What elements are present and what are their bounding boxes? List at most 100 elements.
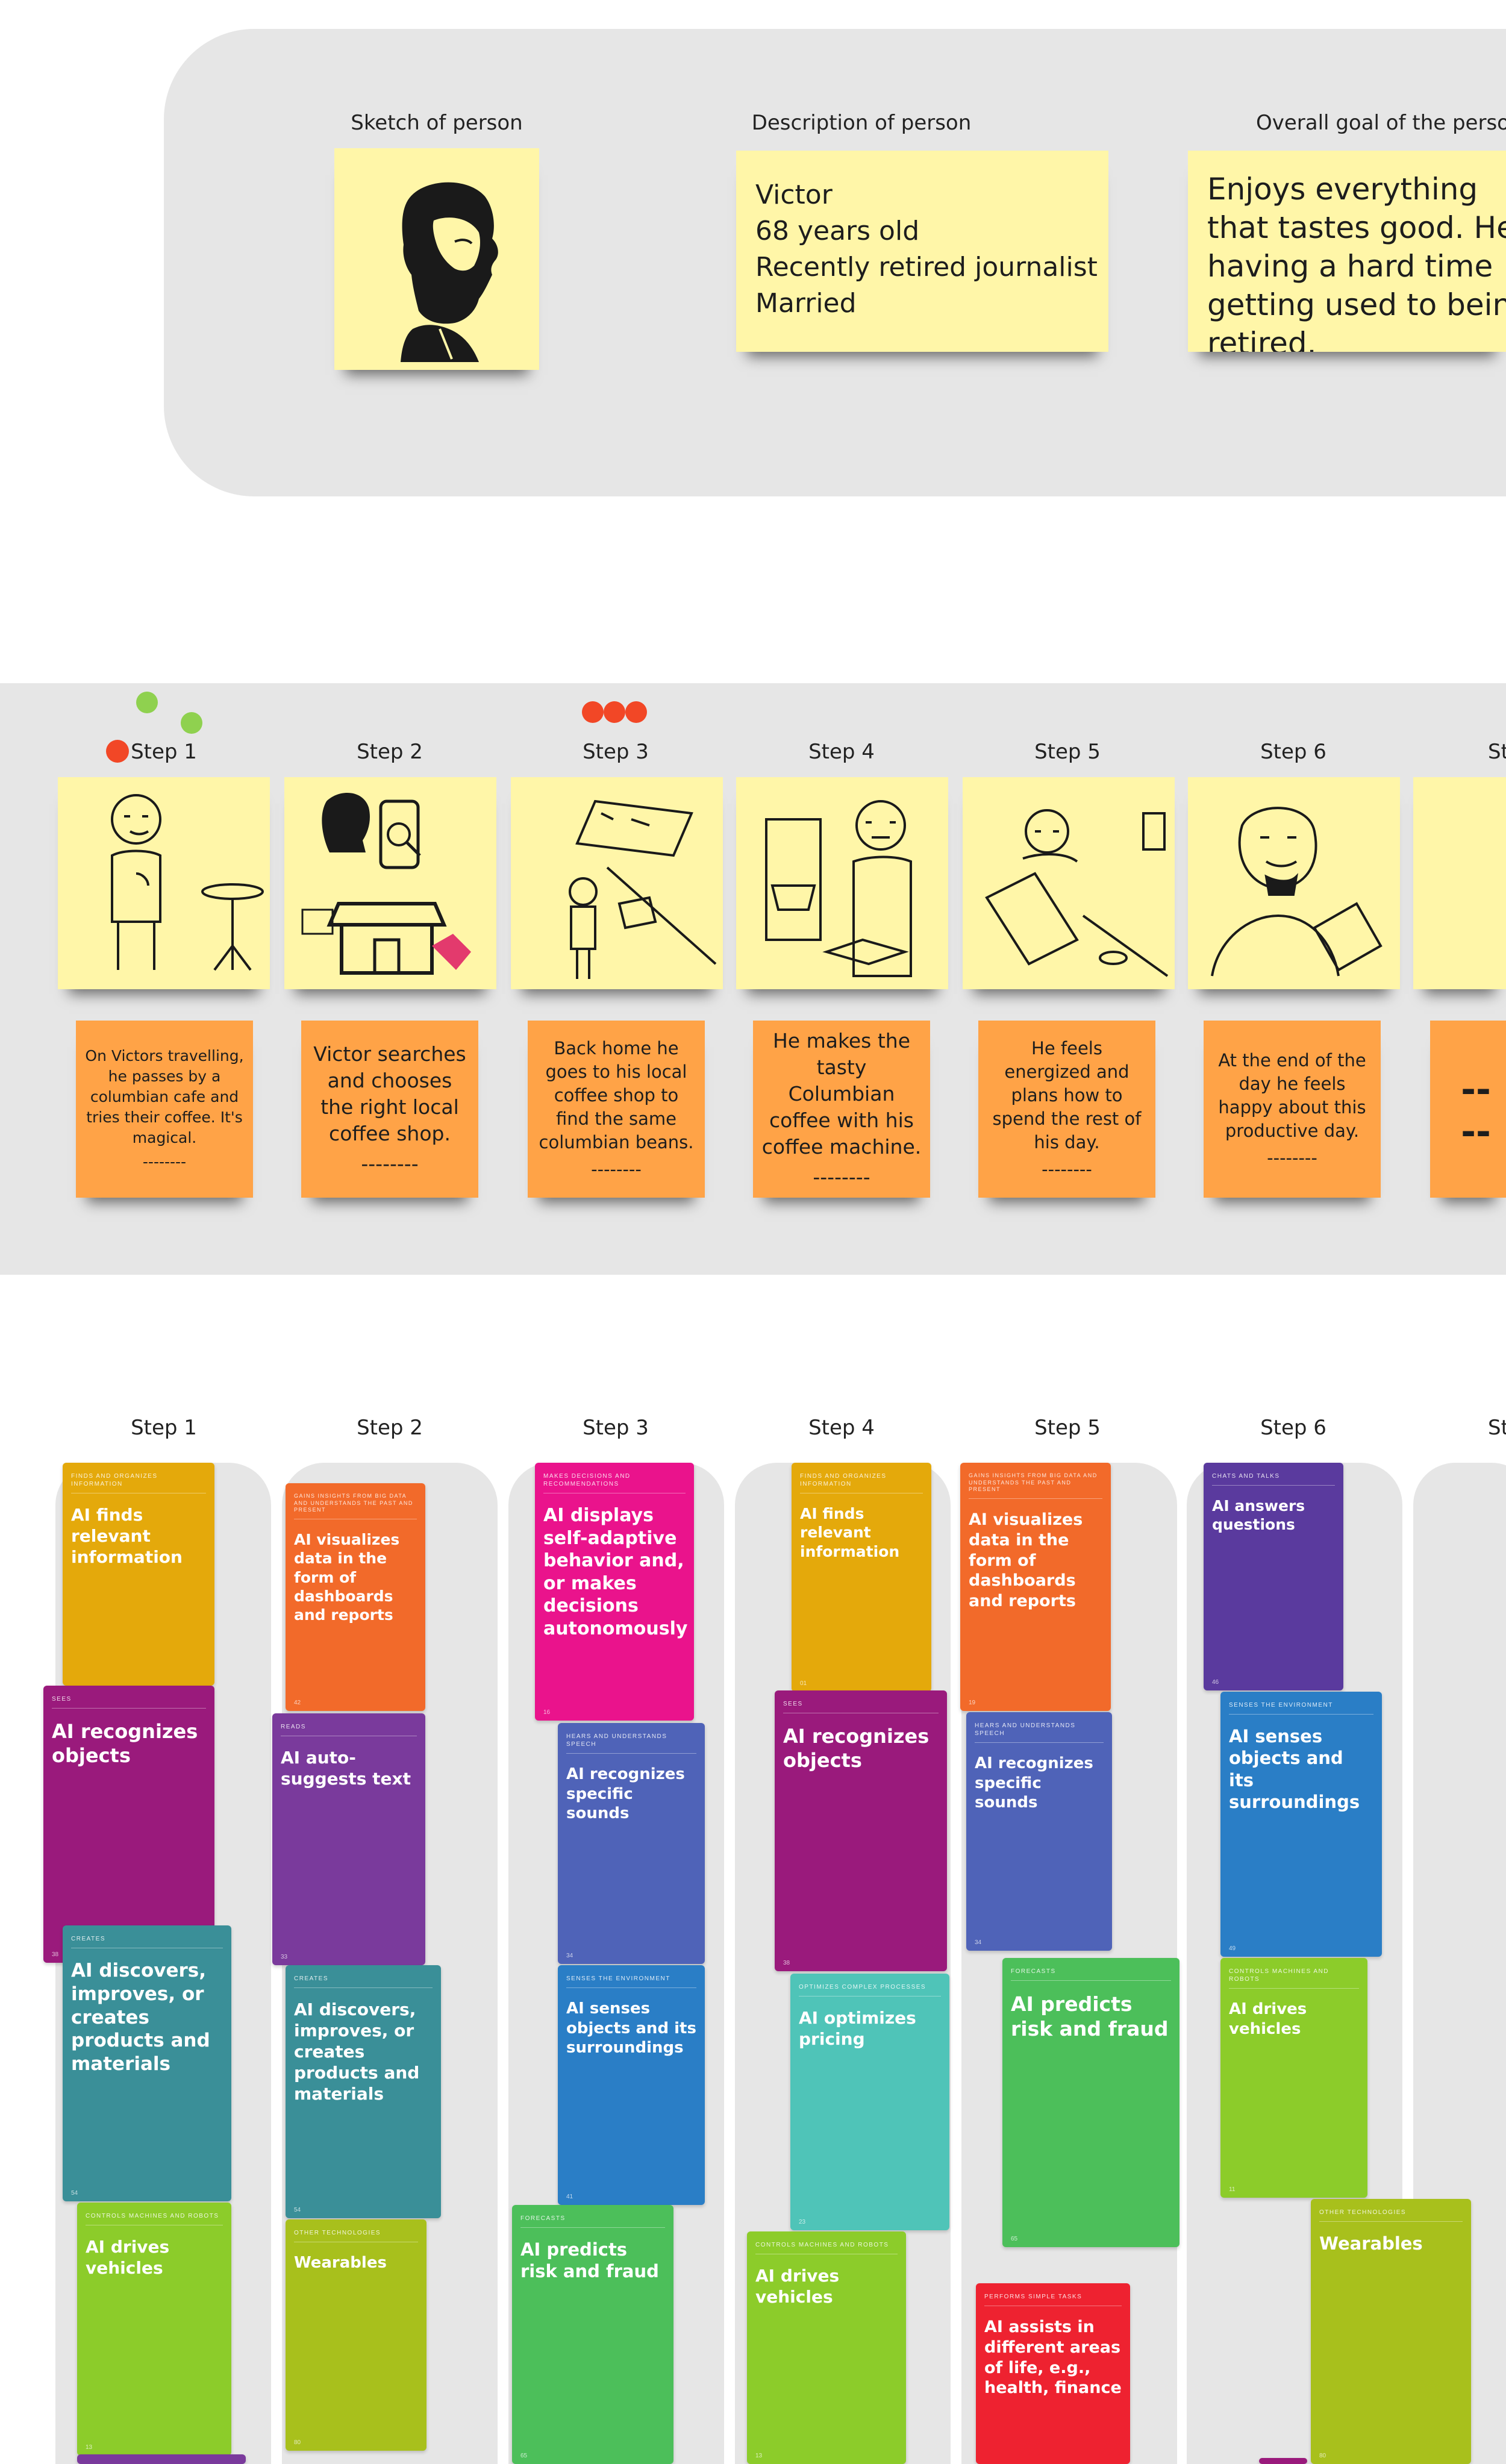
card-title: AI drives vehicles [755,2266,840,2307]
description-label: Description of person [751,111,972,135]
ai-step-1-label: Step 1 [131,1416,197,1440]
ai-card-partial[interactable] [77,2454,246,2464]
step-7-dashes: ---- [1461,1069,1491,1153]
ai-card[interactable]: Creates AI discovers, improves, or creat… [63,1925,231,2201]
ai-card[interactable]: Optimizes complex processes AI optimizes… [790,1974,949,2230]
step-7-description-note[interactable]: ---- [1430,1021,1506,1198]
ai-step-7-label: St [1488,1416,1506,1440]
step-6-dashes: -------- [1267,1147,1317,1168]
card-category: Forecasts [1011,1958,1171,1981]
card-title: AI finds relevant information [71,1505,183,1567]
step-7-sketch-note[interactable] [1413,777,1506,989]
card-title: AI drives vehicles [86,2237,170,2278]
ai-card[interactable]: Controls machines and robots AI drives v… [747,2231,906,2464]
card-title: AI senses objects and its surroundings [566,2000,696,2057]
ai-card[interactable]: Controls machines and robots AI drives v… [77,2203,231,2456]
vote-dot-red [625,701,647,723]
step-4-sketch-note[interactable] [736,777,948,989]
ai-card[interactable]: Senses the environment AI senses objects… [1220,1692,1382,1957]
ai-card[interactable]: Gains insights from big data and underst… [960,1463,1111,1711]
persona-description-note[interactable]: Victor 68 years old Recently retired jou… [736,151,1108,352]
ai-card[interactable]: Sees AI recognizes objects 38 [43,1686,214,1963]
step-3-sketch-note[interactable] [511,777,723,989]
card-category: Controls machines and robots [755,2231,898,2254]
ai-card[interactable]: Forecasts AI predicts risk and fraud 65 [1002,1958,1179,2247]
search-coffee-shop-icon [301,793,471,975]
description-name: Victor [755,180,833,210]
step-3-description-note[interactable]: Back home he goes to his local coffee sh… [528,1021,705,1198]
ai-card-partial[interactable] [1259,2458,1307,2464]
step-4-dashes: -------- [813,1165,870,1189]
ai-card[interactable]: Forecasts AI predicts risk and fraud 65 [512,2205,673,2464]
card-title: AI recognizes specific sounds [975,1754,1093,1812]
persona-goal-note[interactable]: Enjoys everything that tastes good. He's… [1188,151,1506,352]
card-category: Finds and organizes information [800,1463,923,1493]
card-title: AI finds relevant information [800,1505,900,1560]
ai-card[interactable]: Sees AI recognizes objects 38 [775,1690,947,1971]
step-6-description-note[interactable]: At the end of the day he feels happy abo… [1204,1021,1381,1198]
ai-step-2-label: Step 2 [357,1416,423,1440]
card-title: AI answers questions [1212,1497,1305,1534]
card-number: 13 [86,2444,93,2451]
card-number: 54 [71,2190,78,2197]
ai-step-3-label: Step 3 [583,1416,649,1440]
coffee-machine-icon [765,800,912,977]
step-1-description-note[interactable]: On Victors travelling, he passes by a co… [76,1021,253,1198]
step-2-description-note[interactable]: Victor searches and chooses the right lo… [301,1021,478,1198]
card-category: Senses the environment [1229,1692,1373,1715]
card-category: Creates [71,1925,223,1948]
vote-dot-green [181,712,202,734]
step-3-description-text: Back home he goes to his local coffee sh… [539,1038,694,1152]
ai-card[interactable]: Hears and understands speech AI recogniz… [558,1723,705,1964]
card-number: 38 [783,1960,790,1966]
card-category: Performs simple tasks [984,2283,1122,2306]
card-category: Gains insights from big data and underst… [969,1463,1102,1499]
ai-card[interactable]: Chats and talks AI answers questions 46 [1204,1463,1343,1690]
description-occupation: Recently retired journalist [755,252,1098,283]
ai-card[interactable]: Hears and understands speech AI recogniz… [966,1712,1112,1951]
card-title: AI optimizes pricing [799,2008,916,2049]
ai-card[interactable]: Senses the environment AI senses objects… [558,1965,705,2205]
step-5-description-note[interactable]: He feels energized and plans how to spen… [978,1021,1155,1198]
step-2-sketch-note[interactable] [284,777,496,989]
step-5-sketch-note[interactable] [963,777,1175,989]
ai-card[interactable]: Other technologies Wearables 80 [1311,2199,1471,2464]
description-status: Married [755,288,857,319]
ai-card[interactable]: Other technologies Wearables 80 [286,2219,426,2451]
card-number: 80 [1319,2453,1326,2459]
card-category: Other technologies [1319,2199,1463,2222]
sketch-label: Sketch of person [351,111,523,135]
happy-man-icon [1211,807,1383,977]
journey-step-1-label: Step 1 [131,740,197,764]
ai-card[interactable]: Finds and organizes information AI finds… [63,1463,214,1686]
ai-step-6-label: Step 6 [1260,1416,1326,1440]
card-number: 19 [969,1699,976,1706]
ai-step-4-label: Step 4 [808,1416,875,1440]
ai-card[interactable]: Makes decisions and recommendations AI d… [535,1463,694,1721]
card-title: AI visualizes data in the form of dashbo… [969,1510,1083,1611]
card-number: 23 [799,2219,806,2225]
card-title: AI assists in different areas of life, e… [984,2318,1122,2398]
ai-card[interactable]: Gains insights from big data and underst… [286,1483,425,1711]
step-1-sketch-note[interactable] [58,777,270,989]
card-title: AI visualizes data in the form of dashbo… [294,1531,400,1624]
card-title: AI displays self-adaptive behavior and, … [543,1505,688,1639]
ai-card[interactable]: Creates AI discovers, improves, or creat… [286,1965,441,2218]
ai-card[interactable]: Controls machines and robots AI drives v… [1220,1958,1367,2198]
ai-card[interactable]: Finds and organizes information AI finds… [792,1463,931,1692]
step-1-description-text: On Victors travelling, he passes by a co… [85,1047,244,1146]
step-4-description-note[interactable]: He makes the tasty Columbian coffee with… [753,1021,930,1198]
card-number: 01 [800,1680,807,1687]
step-6-sketch-note[interactable] [1188,777,1400,989]
card-number: 33 [281,1954,288,1960]
goal-text: Enjoys everything that tastes good. He's… [1207,172,1506,352]
persona-sketch-note[interactable] [334,148,539,370]
goal-label: Overall goal of the person [1256,111,1506,135]
card-number: 11 [1229,2186,1236,2193]
card-category: Senses the environment [566,1965,696,1988]
card-category: Optimizes complex processes [799,1974,941,1997]
ai-card[interactable]: Reads AI auto-suggests text 33 [272,1713,425,1965]
man-planning-day-icon [985,809,1169,977]
ai-card[interactable]: Performs simple tasks AI assists in diff… [976,2283,1130,2464]
vote-dot-green [136,692,158,713]
